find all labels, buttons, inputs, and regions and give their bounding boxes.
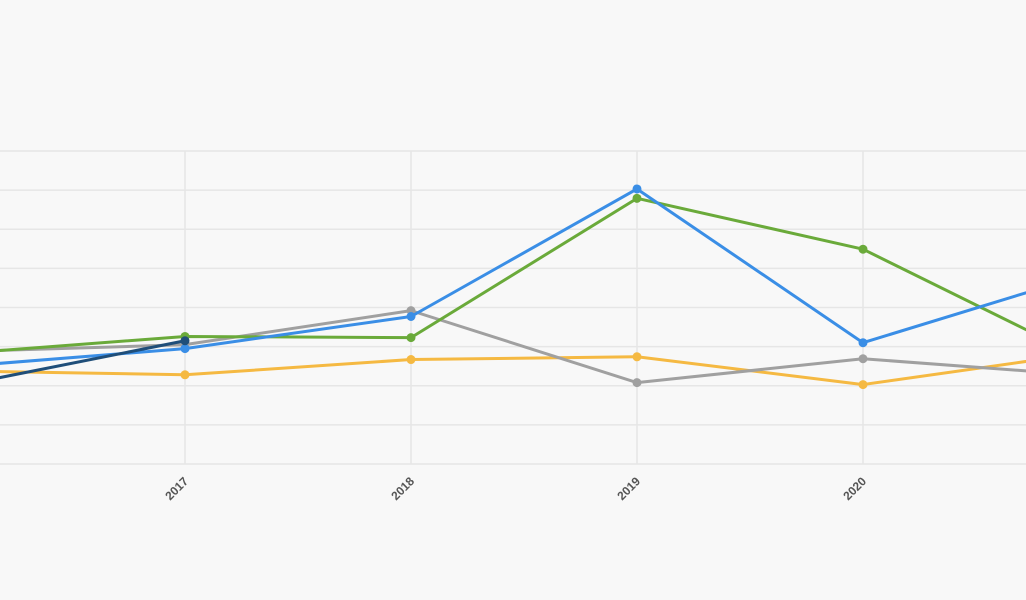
series-line <box>0 187 1026 365</box>
data-point <box>858 380 868 390</box>
series-line <box>0 355 1026 387</box>
data-point <box>858 354 868 364</box>
data-point <box>632 352 642 362</box>
data-point <box>632 184 642 194</box>
data-point <box>858 244 868 254</box>
data-point <box>180 344 190 354</box>
data-point <box>180 336 190 346</box>
data-point <box>406 333 416 343</box>
x-tick-label: 2018 <box>388 474 417 503</box>
data-point <box>180 370 190 380</box>
data-point <box>632 193 642 203</box>
data-point <box>632 378 642 388</box>
series-line <box>0 339 186 380</box>
x-tick-label: 2019 <box>614 474 643 503</box>
data-point <box>858 338 868 348</box>
x-tick-label: 2020 <box>840 474 869 503</box>
x-tick-label: 2017 <box>162 474 191 503</box>
series-line <box>0 309 1026 385</box>
series-line <box>0 196 1026 353</box>
data-point <box>406 355 416 365</box>
data-point <box>406 311 416 321</box>
